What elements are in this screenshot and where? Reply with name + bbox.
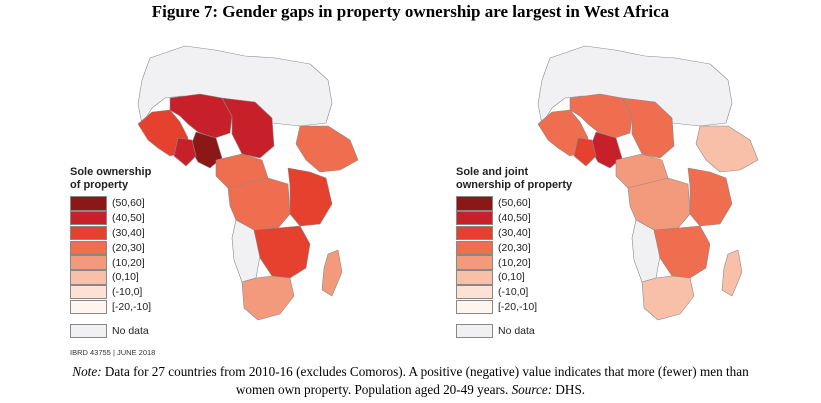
region-horn (695, 125, 759, 173)
legend-swatch (456, 211, 493, 226)
legend-row: (10,20] (456, 255, 572, 270)
region-east (687, 167, 733, 227)
legend-title-line2: of property (70, 179, 129, 191)
region-south-africa (641, 275, 695, 321)
legend-swatch (70, 211, 107, 226)
legend-row: (40,50] (456, 211, 572, 226)
legend-row: (50,60] (456, 196, 572, 211)
legend-swatch (70, 196, 107, 211)
legend-bin-label: (-10,0] (498, 286, 529, 299)
legend-swatch (456, 285, 493, 300)
legend-swatch (456, 299, 493, 315)
legend-bin-label: (0,10] (498, 271, 525, 284)
legend-bin-label: (20,30] (112, 241, 145, 254)
region-east (287, 167, 333, 227)
legend-row: [-20,-10] (456, 299, 572, 315)
legend-title-line1: Sole and joint (456, 166, 529, 178)
ibrd-label: IBRD 43755 | JUNE 2018 (70, 348, 156, 357)
map-sole-ownership: Sole ownership of property (50,60] (40,50… (10, 28, 410, 348)
note-text-line2: women own property. Population aged 20-4… (235, 382, 512, 397)
region-southern-east (653, 225, 711, 279)
figure-title: Figure 7: Gender gaps in property owners… (151, 2, 670, 21)
legend-bin-label: (10,20] (112, 256, 145, 269)
legend-row: (0,10] (70, 270, 151, 285)
legend-swatch-no-data (70, 323, 107, 338)
africa-map-right (537, 45, 759, 321)
legend-swatch (70, 270, 107, 285)
legend-row: (40,50] (70, 211, 151, 226)
legend-bin-label: (50,60] (498, 197, 531, 210)
legend-bin-label: (50,60] (112, 197, 145, 210)
legend-row: (0,10] (456, 270, 572, 285)
legend-bin-label: [-20,-10] (112, 300, 152, 313)
legend-label-no-data: No data (112, 324, 149, 337)
legend-swatch (70, 285, 107, 300)
region-ghana-togo (573, 137, 597, 167)
legend-left: Sole ownership of property (50,60] (40,50… (70, 166, 151, 338)
map-sole-and-joint-ownership: Sole and joint ownership of property (50… (410, 28, 810, 348)
legend-swatch (70, 299, 107, 315)
legend-bin-label: [-20,-10] (498, 300, 538, 313)
region-madagascar (721, 249, 743, 297)
note-text-line1: Data for 27 countries from 2010-16 (excl… (101, 364, 749, 379)
legend-title-line1: Sole ownership (70, 166, 152, 178)
note-label: Note: (72, 364, 102, 379)
figure-note: Note: Data for 27 countries from 2010-16… (0, 363, 821, 399)
legend-row: (20,30] (70, 240, 151, 255)
legend-row: (30,40] (456, 225, 572, 241)
legend-label-no-data: No data (498, 324, 535, 337)
legend-swatch-no-data (456, 323, 493, 338)
region-sahel-east (221, 97, 275, 159)
legend-title-line2: ownership of property (456, 179, 573, 191)
legend-title: Sole ownership of property (70, 166, 151, 192)
legend-bin-label: (40,50] (498, 212, 531, 225)
legend-bin-label: (30,40] (112, 226, 145, 239)
region-horn (295, 125, 359, 173)
legend-row: [-20,-10] (70, 299, 152, 315)
legend-swatch (70, 255, 107, 270)
legend-bin-label: (20,30] (498, 241, 531, 254)
legend-row: (50,60] (70, 196, 151, 211)
legend-bin-label: (0,10] (112, 271, 139, 284)
legend-row: (20,30] (456, 240, 572, 255)
legend-swatch (456, 255, 493, 270)
legend-bin-label: (10,20] (498, 256, 531, 269)
legend-title: Sole and joint ownership of property (456, 166, 572, 192)
legend-row: (-10,0] (70, 285, 151, 300)
legend-row: (30,40] (70, 225, 151, 241)
legend-no-data: No data (456, 323, 572, 338)
legend-swatch (70, 225, 107, 241)
legend-swatch (70, 240, 107, 255)
legend-swatch (456, 196, 493, 211)
legend-swatch (456, 240, 493, 255)
legend-right: Sole and joint ownership of property (50… (456, 166, 572, 338)
region-sahel-east (621, 97, 675, 159)
legend-bin-label: (-10,0] (112, 286, 143, 299)
legend-row: (-10,0] (456, 285, 572, 300)
africa-map-left (137, 45, 359, 321)
region-ghana-togo (173, 137, 197, 167)
legend-row: (10,20] (70, 255, 151, 270)
source-label: Source: (511, 382, 553, 397)
region-southern-east (253, 225, 311, 279)
legend-no-data: No data (70, 323, 151, 338)
legend-bin-label: (40,50] (112, 212, 145, 225)
region-south-africa (241, 275, 295, 321)
region-madagascar (321, 249, 343, 297)
legend-bin-label: (30,40] (498, 226, 531, 239)
legend-swatch (456, 225, 493, 241)
source-text: DHS. (552, 382, 586, 397)
legend-swatch (456, 270, 493, 285)
